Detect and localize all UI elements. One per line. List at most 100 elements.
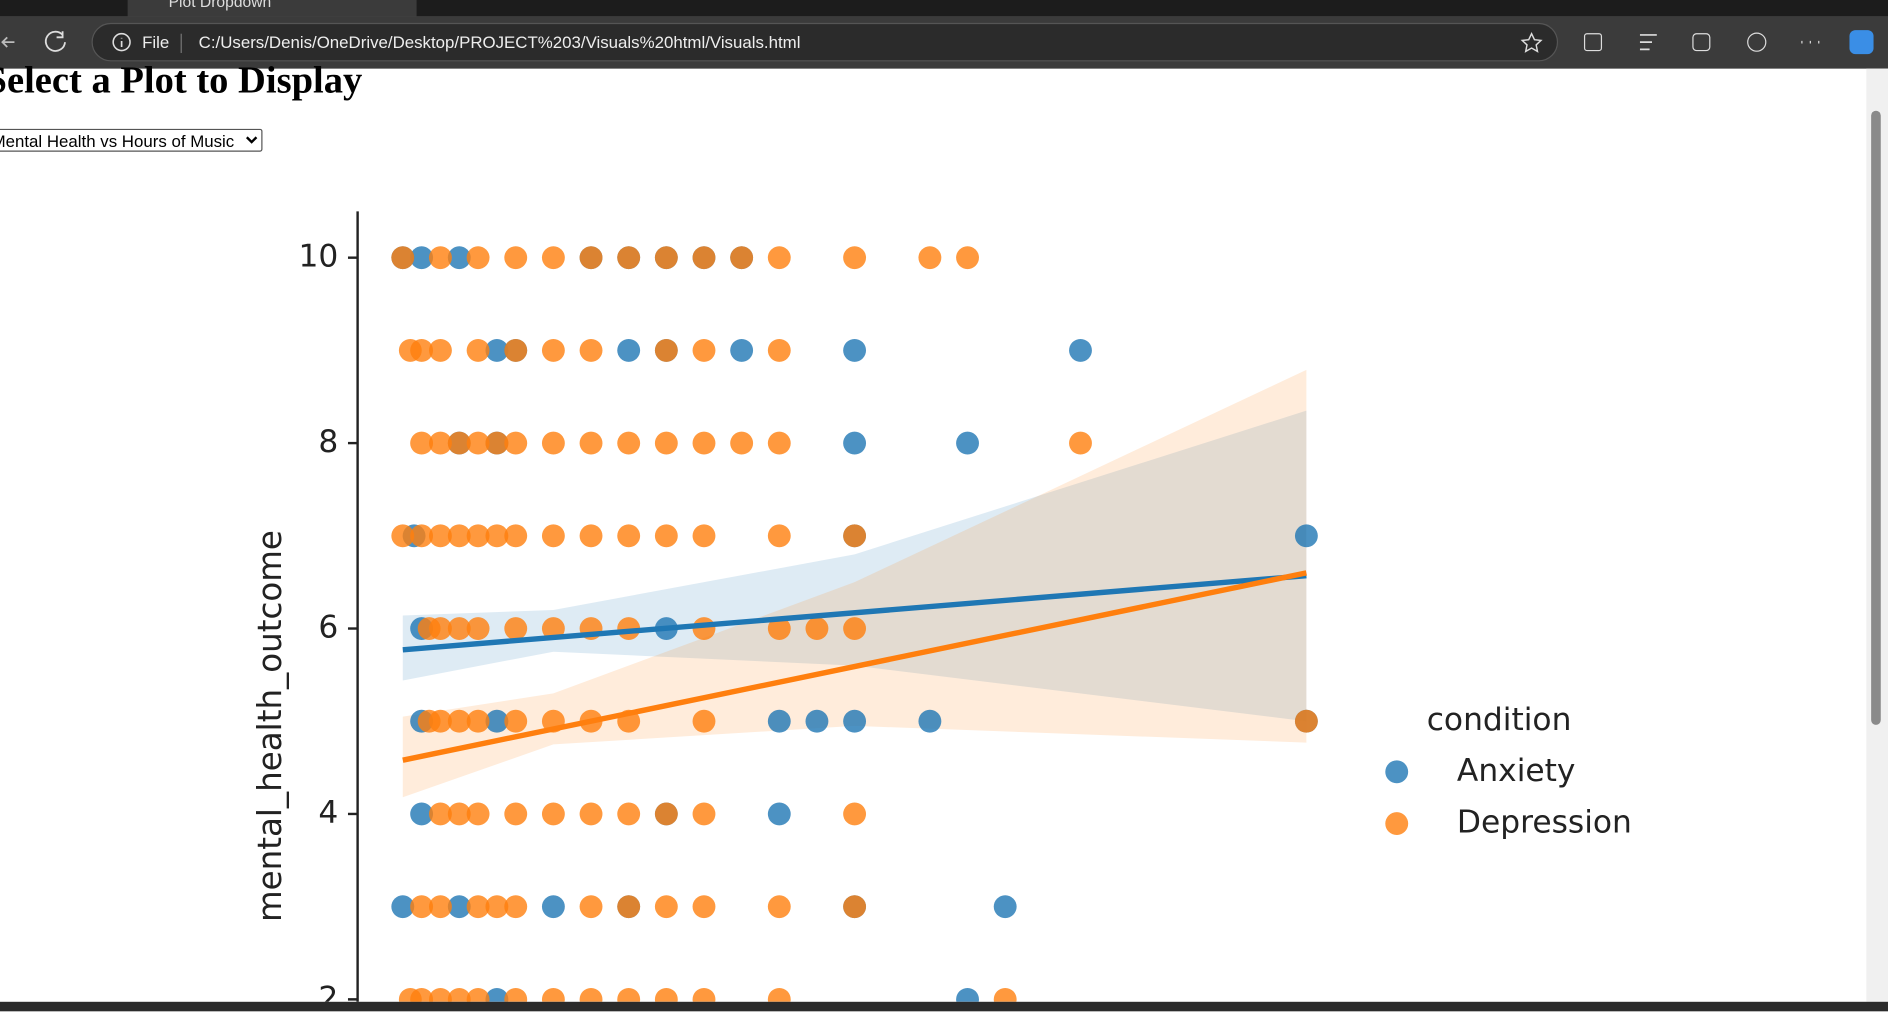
point: [504, 524, 528, 548]
legend-title: condition: [1427, 702, 1572, 738]
point: [956, 431, 979, 455]
point: [579, 431, 603, 455]
legend-marker: [1385, 812, 1409, 836]
point: [447, 524, 471, 548]
chart: mental_health_outcome condition 2 4 6 8 10 An…: [251, 211, 1632, 1002]
point: [918, 709, 942, 733]
point: [730, 431, 754, 455]
point: [617, 987, 641, 1002]
point: [541, 246, 565, 270]
tab[interactable]: Plot Dropdown: [127, 0, 417, 17]
scrollbar[interactable]: [1866, 68, 1888, 1002]
point: [410, 987, 434, 1002]
point: [541, 431, 565, 455]
split-screen[interactable]: [1583, 33, 1603, 52]
point: [1294, 709, 1318, 733]
point: [410, 246, 434, 270]
point: [993, 987, 1017, 1002]
point: [692, 524, 716, 548]
tab-strip: Plot Dropdown: [0, 0, 1888, 17]
scroll-thumb[interactable]: [1871, 110, 1881, 725]
point: [429, 431, 452, 455]
point: [466, 987, 490, 1002]
favorites[interactable]: [1639, 34, 1657, 51]
address-bar[interactable]: File C:/Users/Denis/OneDrive/Desktop/PRO…: [91, 22, 1559, 62]
confidence-band: [402, 369, 1307, 798]
point: [654, 338, 678, 362]
info-icon: [112, 32, 131, 52]
favorite-button[interactable]: [1520, 31, 1544, 55]
point: [692, 246, 716, 270]
point: [1069, 431, 1092, 455]
point: [541, 987, 565, 1002]
point: [504, 802, 528, 826]
scheme-label: File: [142, 32, 170, 52]
point: [410, 524, 434, 548]
point: [485, 431, 509, 455]
y-tick-label: 8: [318, 424, 338, 460]
regression-line: [402, 572, 1307, 653]
point: [410, 338, 434, 362]
separator: [180, 33, 182, 53]
point: [485, 709, 509, 733]
point: [466, 709, 490, 733]
copilot[interactable]: [1849, 30, 1874, 55]
point: [579, 802, 603, 826]
point: [692, 987, 716, 1002]
point: [730, 246, 754, 270]
history[interactable]: [1747, 32, 1767, 52]
plot-select[interactable]: Mental Health vs Hours of Music: [0, 128, 263, 152]
point: [504, 617, 528, 640]
point: [805, 617, 829, 640]
back-button[interactable]: [1, 36, 15, 48]
confidence-band: [402, 410, 1307, 722]
point: [767, 524, 791, 548]
point: [843, 617, 867, 640]
point: [579, 895, 603, 919]
tab-title: Plot Dropdown: [168, 0, 272, 11]
point: [692, 617, 716, 640]
point: [429, 802, 452, 826]
point: [767, 709, 791, 733]
point: [429, 246, 452, 270]
point: [654, 987, 678, 1002]
point: [617, 895, 641, 919]
point: [617, 246, 641, 270]
point: [391, 895, 415, 919]
page-heading: Select a Plot to Display: [0, 57, 363, 102]
point: [956, 246, 979, 270]
point: [541, 524, 565, 548]
point: [429, 524, 452, 548]
point: [579, 524, 603, 548]
point: [466, 617, 490, 640]
point: [429, 709, 452, 733]
point: [429, 895, 452, 919]
point: [767, 338, 791, 362]
point: [843, 524, 867, 548]
point: [843, 431, 867, 455]
point: [767, 246, 791, 270]
point: [504, 987, 528, 1002]
point: [429, 987, 452, 1002]
point: [410, 802, 434, 826]
point: [466, 524, 490, 548]
point: [654, 802, 678, 826]
plot-area: [391, 246, 1318, 1002]
point: [843, 338, 867, 362]
point: [654, 524, 678, 548]
collections[interactable]: [1692, 33, 1711, 52]
legend-marker: [1385, 760, 1409, 784]
window-edge: [0, 1001, 1888, 1012]
point: [692, 431, 716, 455]
point: [579, 987, 603, 1002]
point: [692, 895, 716, 919]
y-axis-label: mental_health_outcome: [251, 530, 289, 922]
point: [391, 246, 415, 270]
reload-button[interactable]: [44, 30, 66, 52]
point: [541, 617, 565, 640]
point: [843, 895, 867, 919]
url: C:/Users/Denis/OneDrive/Desktop/PROJECT%…: [198, 32, 801, 52]
point: [843, 802, 867, 826]
y-tick-label: 6: [318, 610, 338, 646]
y-tick-label: 4: [318, 795, 338, 831]
